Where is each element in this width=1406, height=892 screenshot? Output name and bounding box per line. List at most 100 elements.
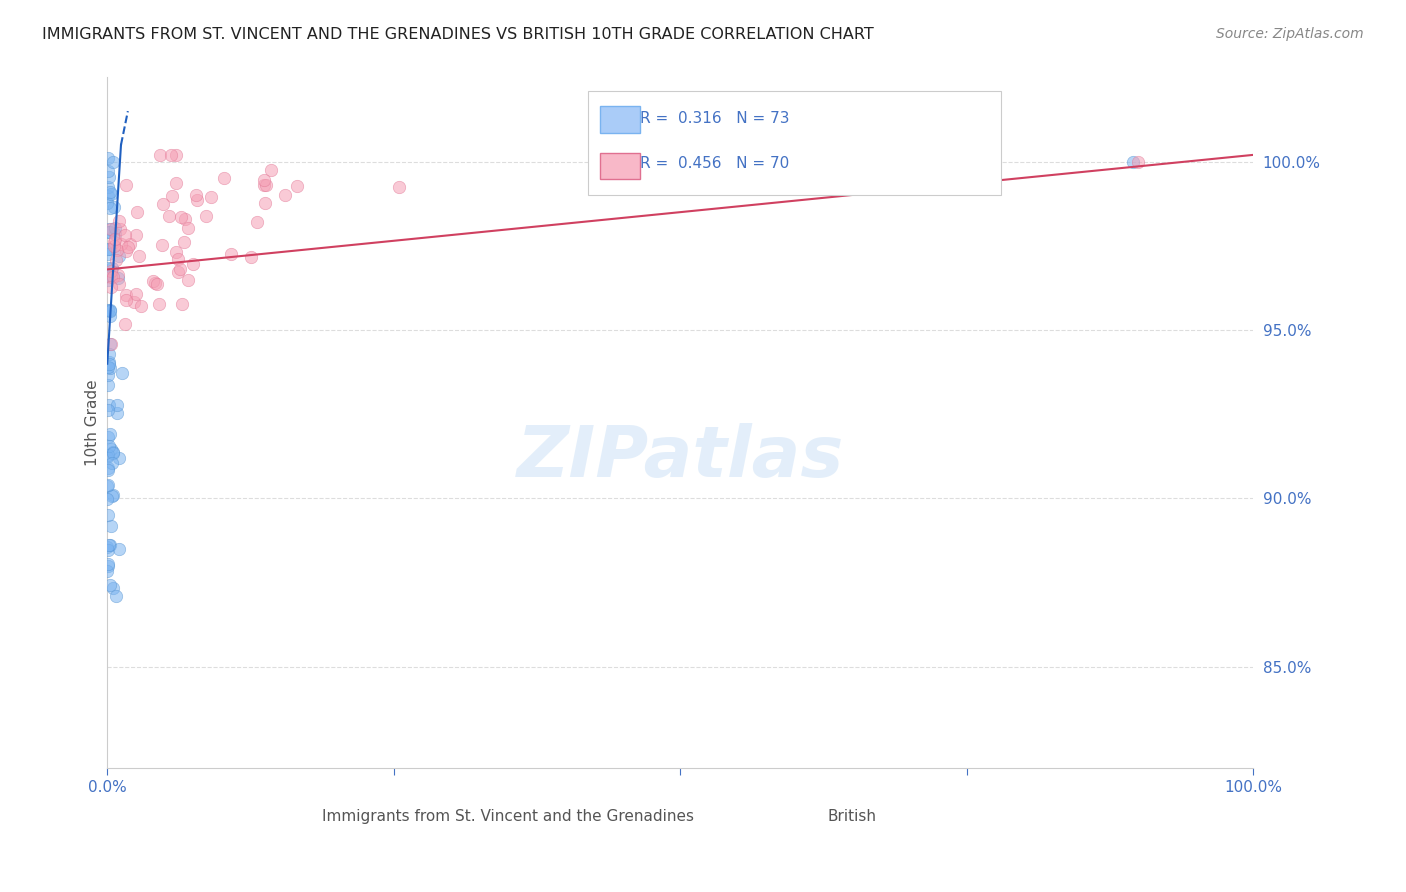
- Point: [122, 295, 145, 310]
- Point: [165, 176, 187, 190]
- Point: [97, 225, 120, 239]
- Point: [194, 209, 217, 223]
- Point: [118, 236, 141, 251]
- Point: [97, 368, 120, 382]
- Point: [97, 543, 120, 558]
- Point: [100, 264, 122, 278]
- Point: [108, 451, 131, 466]
- Point: [200, 190, 222, 204]
- Point: [160, 148, 183, 162]
- Point: [388, 180, 411, 194]
- Point: [177, 273, 200, 287]
- Y-axis label: 10th Grade: 10th Grade: [86, 379, 100, 466]
- Point: [181, 257, 204, 271]
- Point: [97, 460, 120, 475]
- Point: [125, 227, 148, 242]
- Point: [212, 171, 235, 186]
- Point: [115, 244, 138, 258]
- Point: [219, 247, 242, 261]
- Point: [129, 299, 152, 313]
- Point: [98, 169, 121, 184]
- Point: [103, 444, 125, 458]
- Point: [274, 188, 297, 202]
- Point: [105, 398, 128, 412]
- FancyBboxPatch shape: [775, 807, 799, 829]
- Point: [98, 398, 121, 412]
- Point: [104, 227, 127, 241]
- Point: [96, 540, 118, 554]
- Point: [1122, 154, 1144, 169]
- Point: [97, 538, 120, 552]
- Text: R =  0.456   N = 70: R = 0.456 N = 70: [640, 156, 789, 171]
- Point: [97, 246, 120, 260]
- Point: [97, 179, 120, 194]
- Point: [108, 249, 131, 263]
- Point: [97, 558, 120, 573]
- Point: [117, 240, 139, 254]
- Point: [97, 439, 120, 453]
- Point: [104, 232, 127, 246]
- Point: [97, 558, 120, 572]
- Point: [100, 186, 122, 201]
- Point: [98, 304, 121, 318]
- Point: [107, 406, 129, 420]
- Point: [104, 220, 127, 235]
- Point: [152, 197, 174, 211]
- Point: [100, 280, 122, 294]
- Point: [172, 297, 194, 311]
- Point: [167, 252, 190, 266]
- Point: [145, 277, 167, 291]
- Point: [97, 360, 120, 375]
- Point: [186, 188, 208, 202]
- Point: [97, 508, 120, 522]
- Point: [97, 189, 120, 203]
- Text: IMMIGRANTS FROM ST. VINCENT AND THE GRENADINES VS BRITISH 10TH GRADE CORRELATION: IMMIGRANTS FROM ST. VINCENT AND THE GREN…: [42, 27, 875, 42]
- Point: [97, 163, 120, 178]
- Point: [110, 222, 132, 236]
- Point: [246, 214, 269, 228]
- Point: [101, 456, 124, 470]
- Point: [253, 195, 276, 210]
- Point: [115, 287, 138, 301]
- FancyBboxPatch shape: [413, 807, 437, 829]
- Point: [103, 269, 125, 284]
- Point: [100, 336, 122, 351]
- Point: [115, 293, 138, 307]
- Point: [100, 242, 122, 256]
- Point: [98, 578, 121, 592]
- Point: [111, 367, 134, 381]
- FancyBboxPatch shape: [600, 153, 640, 179]
- Point: [108, 213, 131, 227]
- Point: [97, 221, 120, 235]
- Point: [114, 317, 136, 331]
- Text: R =  0.316   N = 73: R = 0.316 N = 73: [640, 112, 790, 127]
- Point: [170, 210, 193, 224]
- Point: [96, 478, 118, 492]
- Point: [100, 260, 122, 275]
- Point: [96, 196, 118, 211]
- Point: [103, 200, 125, 214]
- Point: [97, 463, 120, 477]
- Point: [186, 193, 208, 207]
- Point: [97, 448, 120, 462]
- FancyBboxPatch shape: [600, 106, 640, 133]
- Point: [125, 204, 148, 219]
- Point: [103, 239, 125, 253]
- Point: [260, 162, 283, 177]
- Text: Immigrants from St. Vincent and the Grenadines: Immigrants from St. Vincent and the Gren…: [322, 809, 695, 823]
- Point: [165, 148, 187, 162]
- Point: [103, 445, 125, 459]
- Text: Source: ZipAtlas.com: Source: ZipAtlas.com: [1216, 27, 1364, 41]
- Point: [115, 178, 138, 193]
- Point: [98, 303, 121, 318]
- Point: [98, 427, 121, 442]
- Point: [100, 309, 122, 323]
- Text: British: British: [828, 809, 876, 823]
- Point: [96, 491, 118, 506]
- Point: [98, 185, 121, 199]
- Point: [167, 265, 190, 279]
- Point: [110, 237, 132, 252]
- Point: [107, 271, 129, 285]
- Point: [114, 227, 136, 242]
- Point: [97, 357, 120, 371]
